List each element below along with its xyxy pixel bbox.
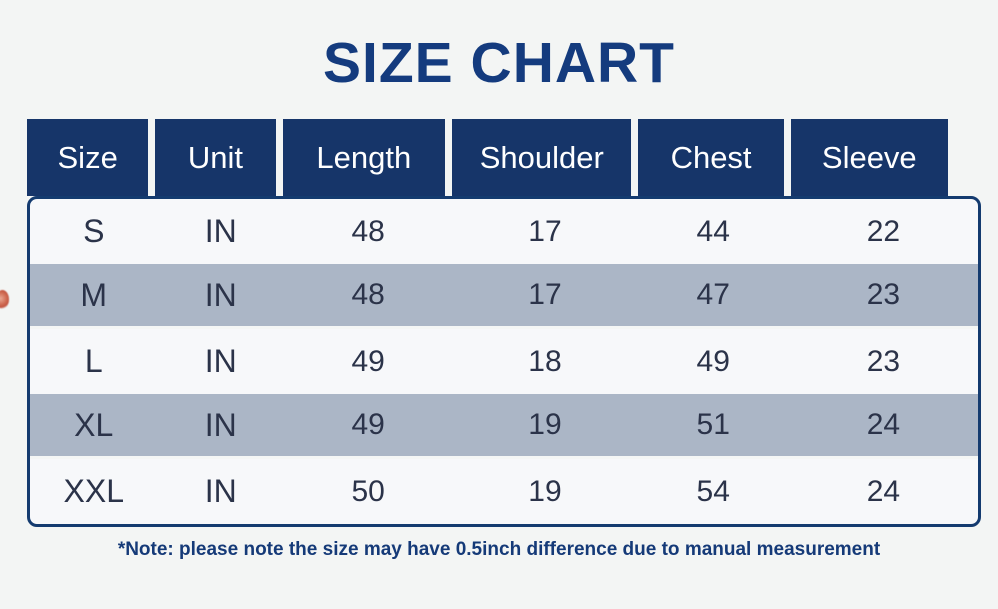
cell-shoulder: 17 <box>528 214 562 248</box>
header-cell-sleeve: Sleeve <box>790 119 948 196</box>
table-row-xl: XL IN 49 19 51 24 <box>30 394 978 459</box>
header-cell-chest: Chest <box>638 119 784 196</box>
cell-sleeve: 24 <box>866 408 901 441</box>
cell-length: 49 <box>351 408 385 441</box>
cell-length: 48 <box>351 214 385 248</box>
cell-sleeve: 24 <box>866 474 901 508</box>
cell-size: XL <box>74 406 114 443</box>
cell-chest: 44 <box>696 214 730 248</box>
table-row-m: M IN 48 17 47 23 <box>30 264 978 329</box>
cell-unit: IN <box>204 406 237 443</box>
cell-sleeve: 22 <box>866 214 901 248</box>
cell-chest: 54 <box>696 474 730 508</box>
cell-unit: IN <box>204 343 237 379</box>
cell-size: M <box>80 276 108 313</box>
cell-size: S <box>83 213 105 249</box>
cell-shoulder: 19 <box>528 408 562 441</box>
cell-length: 50 <box>351 474 385 508</box>
cell-unit: IN <box>204 213 237 249</box>
cell-sleeve: 23 <box>866 278 901 311</box>
cell-shoulder: 18 <box>528 344 562 378</box>
cell-size: XXL <box>63 473 124 509</box>
table-row-s: S IN 48 17 44 22 <box>30 199 978 264</box>
header-cell-shoulder: Shoulder <box>451 119 632 196</box>
table-row-xxl: XXL IN 50 19 54 24 <box>30 459 978 524</box>
cell-chest: 47 <box>696 278 730 311</box>
page-title: SIZE CHART <box>323 31 675 95</box>
table-header-row: Size Unit Length Shoulder Chest Sleeve <box>27 119 981 196</box>
cell-chest: 49 <box>696 344 730 378</box>
cell-shoulder: 17 <box>528 278 562 311</box>
cell-unit: IN <box>204 473 237 509</box>
header-cell-size: Size <box>27 119 149 196</box>
cell-shoulder: 19 <box>528 474 562 508</box>
cell-length: 49 <box>351 344 385 378</box>
cell-length: 48 <box>351 278 385 311</box>
header-cell-length: Length <box>282 119 445 196</box>
table-row-l: L IN 49 18 49 23 <box>30 329 978 394</box>
measurement-note: *Note: please note the size may have 0.5… <box>117 539 881 560</box>
left-edge-artifact <box>0 290 9 309</box>
cell-size: L <box>84 343 103 379</box>
cell-chest: 51 <box>696 408 730 441</box>
cell-sleeve: 23 <box>866 344 901 378</box>
cell-unit: IN <box>204 276 237 313</box>
size-chart-table: Size Unit Length Shoulder Chest Sleeve S… <box>27 119 981 527</box>
header-cell-unit: Unit <box>155 119 276 196</box>
table-body: S IN 48 17 44 22 M IN 48 17 47 23 L IN 4… <box>27 196 981 527</box>
